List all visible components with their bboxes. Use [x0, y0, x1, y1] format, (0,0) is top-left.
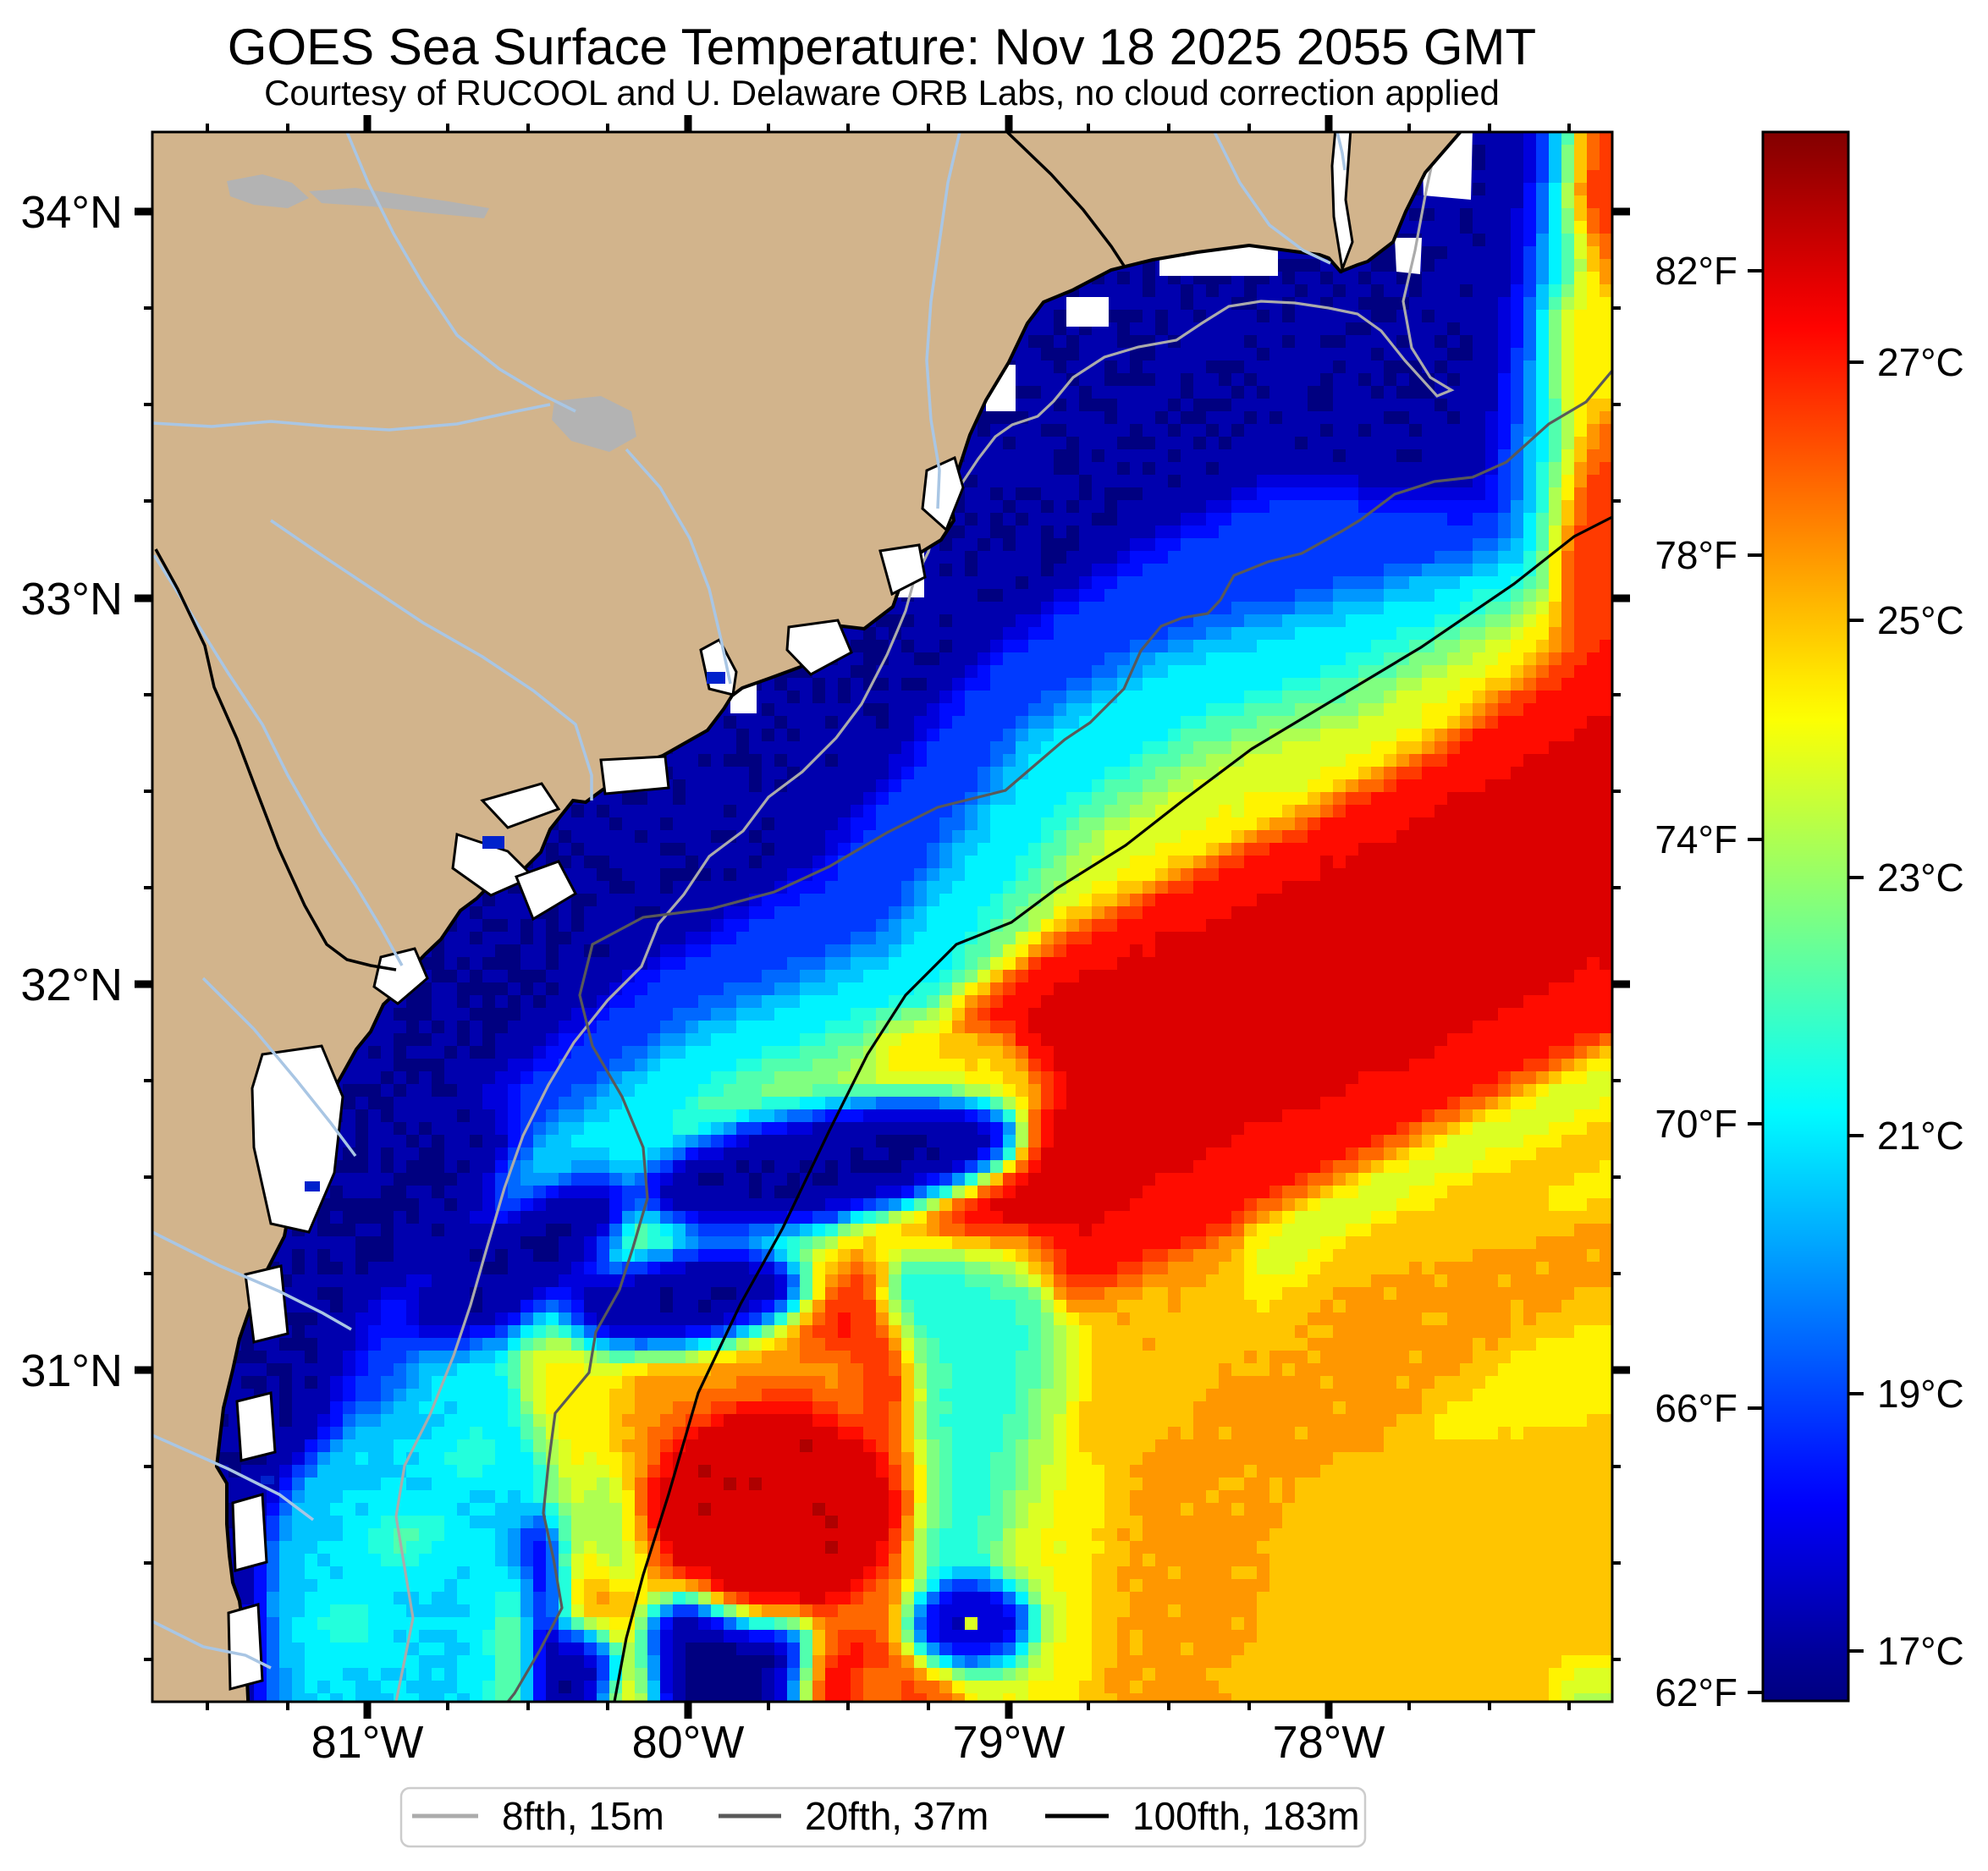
- svg-text:62°F: 62°F: [1655, 1670, 1737, 1714]
- svg-text:78°F: 78°F: [1655, 533, 1737, 577]
- svg-text:17°C: 17°C: [1877, 1629, 1964, 1673]
- svg-text:21°C: 21°C: [1877, 1114, 1964, 1158]
- svg-text:82°F: 82°F: [1655, 249, 1737, 293]
- svg-text:25°C: 25°C: [1877, 598, 1964, 642]
- svg-text:74°F: 74°F: [1655, 817, 1737, 861]
- svg-text:19°C: 19°C: [1877, 1372, 1964, 1416]
- svg-text:27°C: 27°C: [1877, 340, 1964, 384]
- svg-text:66°F: 66°F: [1655, 1386, 1737, 1430]
- svg-text:23°C: 23°C: [1877, 856, 1964, 900]
- svg-text:70°F: 70°F: [1655, 1102, 1737, 1146]
